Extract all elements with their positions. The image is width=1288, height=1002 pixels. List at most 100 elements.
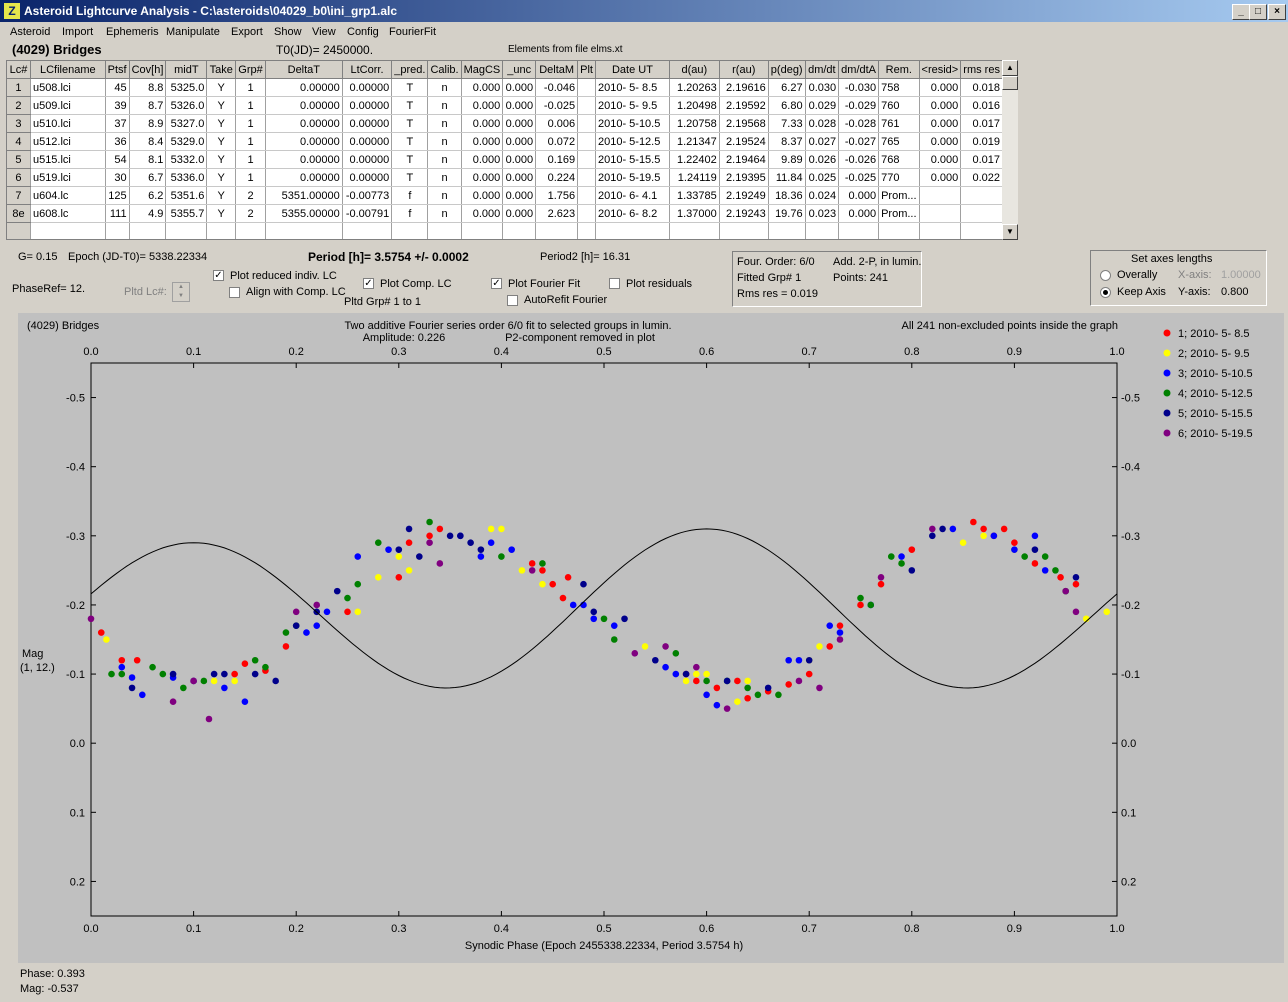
xaxis-input[interactable]: 1.00000 [1221,269,1261,281]
table-cell[interactable]: 0.00000 [265,96,343,115]
table-cell[interactable]: -0.028 [838,114,880,133]
table-cell[interactable]: 2.19616 [719,78,769,97]
column-header[interactable]: MagCS [461,61,504,79]
menu-asteroid[interactable]: Asteroid [10,26,51,38]
table-cell[interactable]: 125 [105,186,130,205]
menu-fourierfit[interactable]: FourierFit [389,26,437,38]
column-header[interactable]: r(au) [719,61,769,79]
table-cell[interactable]: T [391,78,429,97]
column-header[interactable]: _pred. [391,61,429,79]
table-cell[interactable]: T [391,96,429,115]
table-cell[interactable]: -0.027 [838,132,880,151]
table-cell[interactable]: 0.000 [461,114,504,133]
table-cell[interactable]: u608.lc [30,204,106,223]
table-cell[interactable]: 0.016 [960,96,1003,115]
table-scrollbar[interactable]: ▲ ▼ [1002,60,1018,240]
pltd-lc-spinner[interactable]: ▲ ▼ [172,282,190,302]
table-cell[interactable]: 1 [235,132,266,151]
column-header[interactable]: d(au) [669,61,720,79]
table-cell[interactable] [768,222,806,239]
table-cell[interactable]: 5327.0 [165,114,208,133]
table-cell[interactable]: 1.756 [535,186,579,205]
table-cell[interactable]: -0.00773 [342,186,393,205]
table-cell[interactable]: 5 [7,150,31,169]
table-cell[interactable]: 2 [235,204,266,223]
table-cell[interactable]: 18.36 [768,186,806,205]
table-cell[interactable]: Y [206,186,237,205]
table-cell[interactable]: 0.000 [461,78,504,97]
table-cell[interactable]: 2010- 6- 8.2 [595,204,670,223]
table-cell[interactable]: 36 [105,132,130,151]
menu-show[interactable]: Show [274,26,302,38]
column-header[interactable]: DeltaM [535,61,579,79]
table-cell[interactable]: 0.00000 [265,168,343,187]
column-header[interactable]: Rem. [878,61,920,79]
column-header[interactable]: rms res [960,61,1003,79]
table-cell[interactable]: 0.022 [960,168,1003,187]
table-cell[interactable]: 2010- 5- 9.5 [595,96,670,115]
scroll-thumb[interactable] [1002,76,1018,90]
menu-manipulate[interactable]: Manipulate [166,26,220,38]
table-cell[interactable]: 2.19243 [719,204,769,223]
column-header[interactable]: <resid> [919,61,962,79]
table-cell[interactable]: 37 [105,114,130,133]
table-cell[interactable]: 39 [105,96,130,115]
table-cell[interactable] [878,222,920,239]
align-comp-checkbox[interactable] [229,287,240,298]
column-header[interactable]: Plt [577,61,596,79]
table-cell[interactable]: 0.000 [502,96,537,115]
table-cell[interactable]: Y [206,150,237,169]
table-cell[interactable]: 0.000 [502,132,537,151]
table-cell[interactable]: f [391,204,429,223]
table-cell[interactable]: 8e [7,204,31,223]
table-cell[interactable] [105,222,130,239]
table-cell[interactable]: 2010- 6- 4.1 [595,186,670,205]
table-cell[interactable] [577,204,596,223]
table-cell[interactable]: 0.000 [838,186,880,205]
table-row[interactable] [7,222,1003,239]
table-cell[interactable]: Y [206,96,237,115]
table-cell[interactable]: 761 [878,114,920,133]
table-cell[interactable]: n [427,132,462,151]
table-cell[interactable]: T [391,114,429,133]
table-cell[interactable] [577,114,596,133]
table-cell[interactable]: 0.029 [805,96,840,115]
table-cell[interactable] [669,222,720,239]
plot-svg[interactable]: (4029) Bridges Two additive Fourier seri… [18,313,1284,963]
table-cell[interactable]: 0.000 [919,168,962,187]
table-cell[interactable]: 1.21347 [669,132,720,151]
table-cell[interactable]: 0.023 [805,204,840,223]
table-cell[interactable]: -0.029 [838,96,880,115]
table-cell[interactable]: 30 [105,168,130,187]
table-cell[interactable] [595,222,670,239]
table-cell[interactable]: n [427,114,462,133]
table-cell[interactable]: n [427,186,462,205]
table-cell[interactable]: 6.80 [768,96,806,115]
table-cell[interactable]: 0.025 [805,168,840,187]
table-cell[interactable] [502,222,537,239]
column-header[interactable]: Calib. [427,61,462,79]
table-cell[interactable]: 0.000 [838,204,880,223]
table-cell[interactable]: 0.000 [461,96,504,115]
table-cell[interactable]: Y [206,114,237,133]
scroll-down-icon[interactable]: ▼ [1002,224,1018,240]
plot-residuals-checkbox[interactable] [609,278,620,289]
table-cell[interactable]: 0.006 [535,114,579,133]
table-cell[interactable]: Y [206,168,237,187]
table-cell[interactable]: 0.000 [919,132,962,151]
table-cell[interactable] [535,222,579,239]
table-cell[interactable]: n [427,96,462,115]
table-row[interactable]: 7 u604.lc 125 6.2 5351.6 Y 2 5351.00000 -0.00773… [7,186,1003,205]
table-cell[interactable]: Y [206,132,237,151]
table-cell[interactable]: 0.000 [502,78,537,97]
menu-config[interactable]: Config [347,26,379,38]
table-cell[interactable]: -0.046 [535,78,579,97]
table-cell[interactable] [129,222,167,239]
table-cell[interactable]: 54 [105,150,130,169]
table-cell[interactable] [342,222,393,239]
plot-comp-checkbox[interactable]: ✓ [363,278,374,289]
close-button[interactable]: × [1268,4,1286,20]
table-cell[interactable]: 0.000 [461,204,504,223]
table-cell[interactable]: 6.27 [768,78,806,97]
